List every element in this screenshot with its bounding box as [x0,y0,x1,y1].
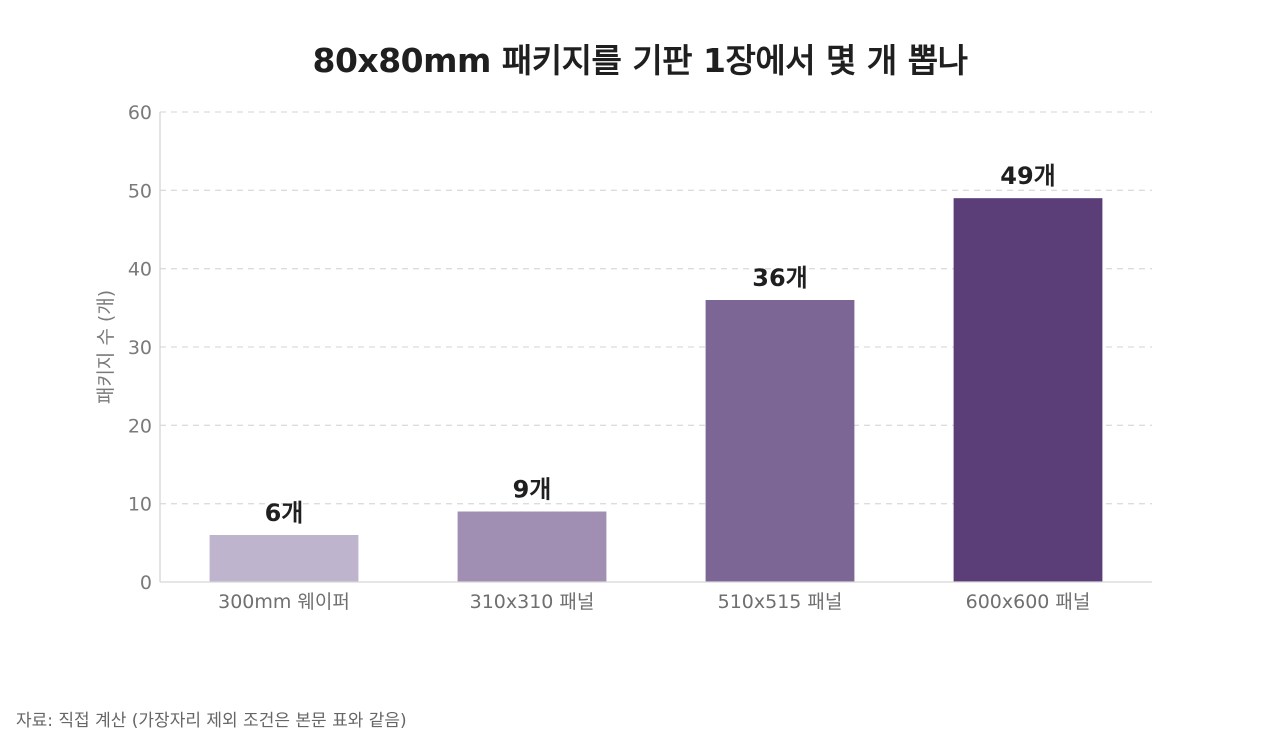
bars [209,198,1103,582]
y-tick-label: 10 [128,494,152,516]
y-tick-label: 30 [128,337,152,359]
bar-value-label: 36개 [752,264,807,292]
chart-title: 80x80mm 패키지를 기판 1장에서 몇 개 뽑나 [312,41,968,80]
bar [457,511,607,582]
y-tick-label: 20 [128,415,152,437]
y-axis-title: 패키지 수 (개) [95,290,117,404]
x-category-label: 600x600 패널 [966,591,1091,613]
bar [209,535,359,582]
y-tick-label: 50 [128,180,152,202]
axes [159,112,1152,583]
bar-value-label: 49개 [1000,162,1055,190]
data-labels: 6개 9개 36개 49개 [265,162,1056,527]
y-tick-label: 0 [140,572,152,594]
y-axis-ticks: 0 10 20 30 40 50 60 [128,102,152,594]
x-category-label: 300mm 웨이퍼 [218,591,350,613]
source-note: 자료: 직접 계산 (가장자리 제외 조건은 본문 표와 같음) [16,711,407,731]
bar [705,300,855,582]
y-tick-label: 40 [128,259,152,281]
bar-value-label: 9개 [513,476,552,504]
bar-value-label: 6개 [265,499,304,527]
bar-chart: 0 10 20 30 40 50 60 6개 9개 36개 49개 300mm 웨이퍼 310x31… [95,102,1152,613]
bar [953,198,1103,582]
y-tick-label: 60 [128,102,152,124]
x-axis-categories: 300mm 웨이퍼 310x310 패널 510x515 패널 600x600 패널 [218,591,1090,613]
x-category-label: 310x310 패널 [470,591,595,613]
x-category-label: 510x515 패널 [718,591,843,613]
gridlines [160,111,1152,505]
